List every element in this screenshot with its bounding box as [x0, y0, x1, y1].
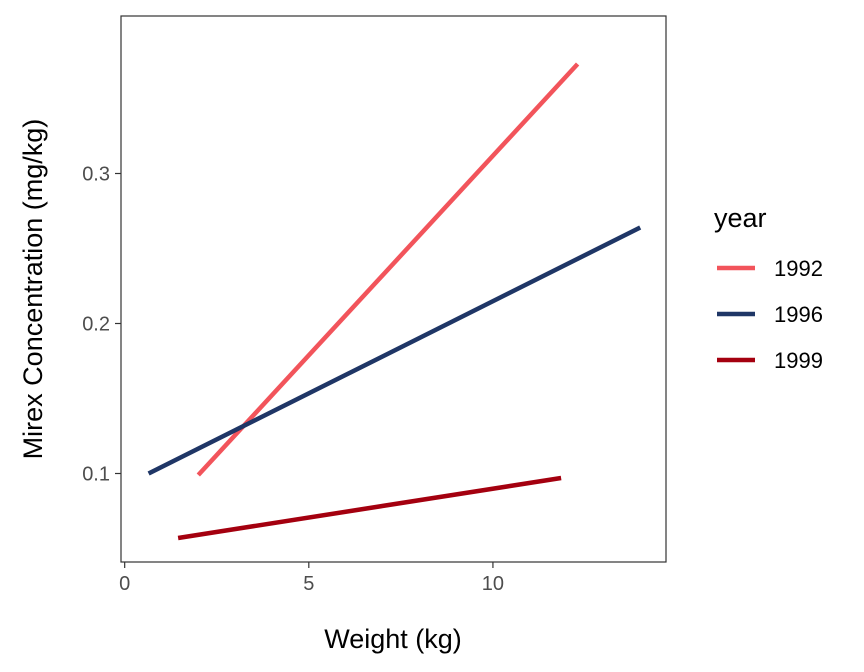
legend-label-1999: 1999	[774, 348, 823, 373]
series-line-1999	[177, 475, 562, 541]
legend-title: year	[714, 203, 767, 233]
x-tick-label: 0	[119, 573, 130, 595]
series-line-1996	[147, 225, 642, 476]
series-line-1992	[196, 62, 580, 477]
legend: year 1992 1996 1999	[714, 203, 823, 373]
x-axis: 0 5 10	[119, 562, 504, 595]
y-tick-label: 0.3	[82, 164, 110, 186]
legend-label-1992: 1992	[774, 256, 823, 281]
legend-label-1996: 1996	[774, 302, 823, 327]
x-tick-label: 10	[482, 573, 504, 595]
y-axis: 0.1 0.2 0.3	[82, 164, 121, 486]
x-tick-label: 5	[303, 573, 314, 595]
y-tick-label: 0.2	[82, 314, 110, 336]
x-axis-title: Weight (kg)	[324, 624, 462, 654]
y-tick-label: 0.1	[82, 464, 110, 486]
series-lines	[147, 62, 642, 541]
y-axis-title: Mirex Concentration (mg/kg)	[18, 119, 48, 460]
plot-panel	[120, 15, 667, 563]
